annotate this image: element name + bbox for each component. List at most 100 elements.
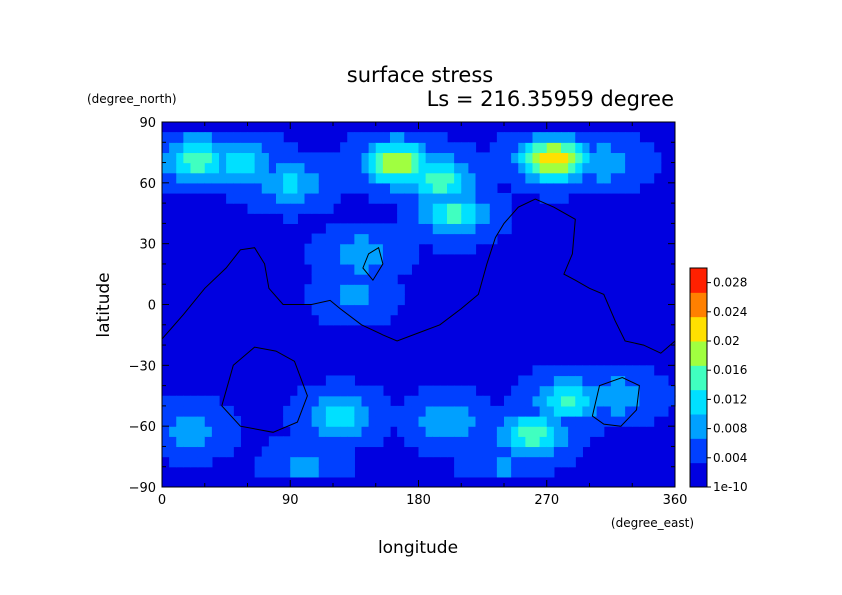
field-cell (582, 436, 591, 448)
field-cell (454, 142, 462, 154)
field-cell (432, 162, 441, 174)
field-cell (190, 456, 199, 468)
field-cell (439, 416, 448, 427)
field-cell (325, 192, 334, 204)
field-cell (368, 385, 377, 397)
field-cell (190, 152, 199, 164)
field-cell (347, 426, 355, 437)
field-cell (418, 395, 427, 407)
field-cell (532, 132, 541, 143)
field-cell (553, 142, 562, 154)
field-cell (518, 385, 526, 397)
field-cell (254, 203, 263, 214)
field-cell (304, 284, 313, 295)
field-cell (347, 162, 355, 174)
field-cell (325, 253, 334, 265)
field-cell (311, 243, 320, 255)
field-cell (340, 304, 348, 316)
field-cell (233, 132, 241, 143)
x-tick-label: 180 (406, 493, 431, 508)
field-cell (496, 416, 505, 427)
field-cell (311, 426, 320, 437)
field-cell (532, 436, 541, 448)
field-cell (247, 172, 256, 184)
field-cell (610, 405, 619, 417)
field-cell (204, 405, 213, 417)
field-cell (596, 385, 605, 397)
field-cell (325, 203, 334, 214)
field-cell (432, 223, 441, 235)
field-cell (468, 172, 477, 184)
field-cell (454, 213, 462, 224)
field-cell (211, 395, 220, 407)
field-cell (247, 162, 256, 174)
field-cell (546, 152, 555, 164)
field-cell (361, 253, 370, 265)
field-cell (382, 416, 391, 427)
field-cell (368, 192, 377, 204)
field-cell (290, 182, 298, 194)
field-cell (568, 365, 576, 377)
field-cell (290, 416, 298, 427)
y-tick-label: 30 (139, 238, 156, 253)
field-cell (425, 132, 434, 143)
field-cell (439, 233, 448, 245)
field-cell (397, 233, 405, 245)
field-cell (340, 142, 348, 154)
field-cell (575, 142, 583, 154)
field-cell (340, 466, 348, 478)
field-cell (468, 456, 477, 468)
field-cell (347, 395, 355, 407)
field-cell (610, 132, 619, 143)
x-axis-label: longitude (378, 538, 458, 558)
field-cell (603, 375, 612, 387)
field-cell (347, 243, 355, 255)
field-cell (176, 132, 184, 143)
field-cell (397, 213, 405, 224)
field-cell (254, 132, 263, 143)
field-cell (325, 304, 334, 316)
field-cell (632, 385, 640, 397)
field-cell (532, 375, 541, 387)
field-cell (532, 395, 541, 407)
field-cell (318, 294, 327, 306)
field-cell (340, 223, 348, 235)
field-cell (311, 192, 320, 204)
field-cell (553, 446, 562, 458)
field-cell (425, 426, 434, 437)
field-cell (539, 142, 548, 154)
y-tick-label: −30 (129, 359, 156, 374)
field-cell (653, 395, 662, 407)
field-cell (390, 172, 398, 184)
field-cell (589, 426, 598, 437)
field-cell (176, 182, 184, 194)
field-cell (297, 172, 306, 184)
field-cell (390, 223, 398, 235)
field-cell (290, 426, 298, 437)
field-cell (297, 192, 306, 204)
field-cell (625, 182, 633, 194)
field-cell (347, 233, 355, 245)
field-cell (432, 142, 441, 154)
field-cell (454, 223, 462, 235)
field-cell (539, 456, 548, 468)
field-cell (190, 182, 199, 194)
x-tick-label: 90 (282, 493, 299, 508)
field-cell (311, 456, 320, 468)
field-cell (603, 132, 612, 143)
field-cell (190, 162, 199, 174)
field-cell (397, 253, 405, 265)
field-cell (211, 182, 220, 194)
field-cell (347, 375, 355, 387)
field-cell (582, 395, 591, 407)
field-cell (546, 426, 555, 437)
field-cell (439, 395, 448, 407)
field-cell (439, 192, 448, 204)
field-cell (354, 426, 363, 437)
field-cell (475, 162, 484, 174)
field-cell (511, 132, 519, 143)
field-cell (646, 172, 655, 184)
field-cell (325, 243, 334, 255)
field-cell (333, 284, 341, 295)
